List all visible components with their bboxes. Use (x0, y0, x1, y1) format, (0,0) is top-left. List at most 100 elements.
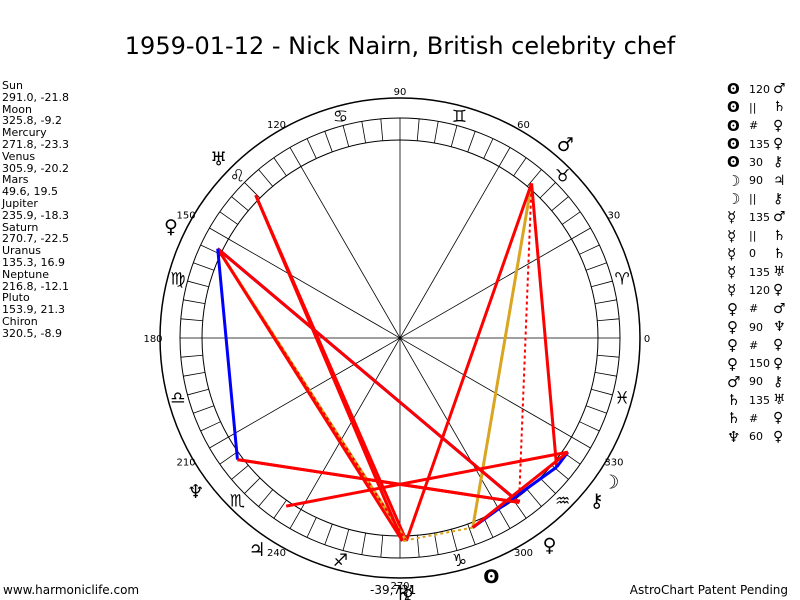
aspect-p1-glyph: ʘ (727, 80, 740, 99)
aspect-p1-glyph: ☿ (727, 208, 737, 227)
aspect-row: ☿ 135 ♅ (727, 263, 786, 281)
aspect-p2-glyph: ♂ (773, 81, 786, 98)
aspect-type: || (749, 192, 757, 206)
aspect-p1-glyph: ♂ (727, 372, 741, 391)
aspect-row: ☿ || ♄ (727, 226, 786, 245)
aspect-type: 60 (749, 430, 763, 444)
degree-tick (551, 196, 569, 212)
degree-tick (513, 157, 527, 177)
aspect-row: ☿ 120 ♀ (727, 281, 786, 299)
aspect-line (402, 526, 473, 542)
degree-label: 180 (143, 334, 162, 345)
aspect-line (530, 183, 559, 468)
degree-tick (467, 131, 476, 153)
aspect-row: ♀ # ♂ (727, 300, 786, 318)
planet-name-mars: Mars (2, 173, 29, 187)
aspect-line (404, 182, 533, 542)
degree-tick (591, 388, 613, 396)
aspect-p2-glyph: ♂ (773, 209, 786, 226)
zodiac-sign-glyph: ♓ (615, 389, 630, 409)
planet-coords-neptune: 216.8, -12.1 (2, 279, 69, 293)
degree-tick (467, 523, 476, 545)
spoke-line (228, 238, 572, 438)
aspect-p2-glyph: ♀ (773, 355, 784, 372)
aspect-list: ʘ 120 ♂ ʘ || ♄ ʘ # ♀ ʘ 135 ♀ ʘ 30 ⚷ ☽ 90 ♃ ☽ || ⚷ ☿ 135 ♂ ☿ || ♄ ☿ 0… (727, 80, 786, 446)
planet-glyph-chiron: ⚷ (590, 490, 604, 512)
degree-label: 30 (608, 211, 621, 222)
outer-ring (159, 97, 641, 579)
aspect-type: || (749, 229, 757, 243)
aspect-row: ʘ 135 ♀ (727, 135, 786, 153)
aspect-type: # (749, 411, 759, 425)
aspect-p1-glyph: ☿ (727, 244, 737, 263)
degree-label: 60 (517, 120, 530, 131)
aspect-p2-glyph: ⚷ (773, 190, 784, 207)
aspect-p2-glyph: ♀ (773, 282, 784, 299)
degree-tick (209, 227, 229, 240)
aspect-p2-glyph: ♀ (773, 410, 784, 427)
aspect-p2-glyph: ♀ (773, 136, 784, 153)
aspect-row: ♂ 90 ⚷ (727, 373, 786, 391)
planet-coords-venus: 305.9, -20.2 (2, 161, 69, 175)
degree-label: 90 (394, 87, 407, 98)
aspect-line (237, 458, 520, 504)
degree-label: 300 (514, 548, 533, 559)
degree-tick (526, 489, 542, 507)
degree-label: 120 (267, 120, 286, 131)
aspect-row: ʘ # ♀ (727, 117, 786, 135)
degree-tick (183, 371, 206, 377)
degree-tick (594, 371, 617, 377)
degree-tick (289, 509, 302, 529)
planet-coords-saturn: 270.7, -22.5 (2, 232, 69, 246)
zodiac-sign-glyph: ♎ (170, 389, 185, 409)
degree-tick (273, 499, 287, 519)
degree-tick (539, 477, 556, 494)
zodiac-sign-glyph: ♍ (170, 269, 185, 289)
degree-tick (231, 196, 249, 212)
aspect-type: 90 (749, 320, 763, 334)
aspect-p2-glyph: ♀ (773, 117, 784, 134)
zodiac-sign-glyph: ♈ (615, 269, 630, 289)
aspect-p1-glyph: ♆ (727, 427, 741, 446)
degree-tick (219, 211, 239, 225)
aspect-type: # (749, 119, 759, 133)
planet-glyph-mars: ♂ (557, 134, 574, 156)
degree-tick (244, 182, 261, 199)
degree-tick (324, 523, 333, 545)
planet-name-moon: Moon (2, 102, 32, 116)
aspect-line (285, 450, 569, 508)
aspect-p2-glyph: ♂ (773, 300, 786, 317)
degree-tick (361, 532, 367, 555)
aspect-line (216, 248, 239, 460)
aspect-line (254, 194, 404, 542)
planet-coords-chiron: 320.5, -8.9 (2, 326, 62, 340)
aspect-line (471, 450, 569, 529)
planet-coords-sun: 291.0, -21.8 (2, 90, 69, 104)
aspect-p2-glyph: ♄ (773, 227, 786, 244)
zodiac-sign-glyph: ♑ (452, 551, 467, 571)
aspect-row: ♄ # ♀ (727, 409, 786, 427)
aspect-type: 135 (749, 210, 770, 224)
degree-tick (187, 280, 209, 288)
planet-glyph-saturn: ♄ (395, 583, 412, 600)
degree-tick (342, 125, 350, 147)
aspect-row: ♀ # ♀ (727, 336, 786, 354)
planet-name-mercury: Mercury (2, 126, 47, 140)
degree-tick (324, 131, 333, 153)
degree-tick (209, 436, 229, 449)
aspect-p1-glyph: ☿ (727, 263, 737, 282)
degree-tick (380, 535, 384, 558)
website-link[interactable]: www.harmoniclife.com (3, 583, 140, 597)
aspect-type: 90 (749, 174, 763, 188)
zodiac-sign-glyph: ♏ (230, 492, 245, 512)
aspect-line (216, 247, 520, 504)
planet-glyph-pluto: ♀ (164, 216, 178, 238)
planet-coords-mercury: 271.8, -23.3 (2, 137, 69, 151)
degree-label: 210 (177, 458, 196, 469)
aspect-row: ♀ 150 ♀ (727, 354, 786, 373)
aspect-p2-glyph: ♆ (773, 319, 786, 335)
aspect-type: || (749, 100, 757, 114)
zodiac-sign-glyph: ♒ (555, 492, 570, 512)
aspect-p2-glyph: ⚷ (773, 154, 784, 171)
